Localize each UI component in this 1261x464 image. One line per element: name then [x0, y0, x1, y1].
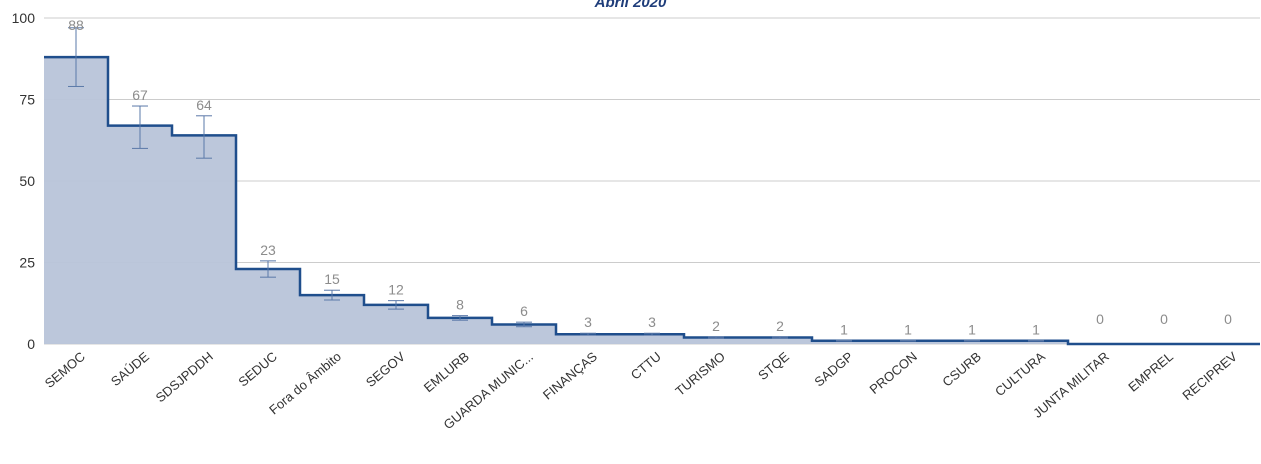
error-bar-8 — [580, 332, 596, 336]
x-tick-label-0: SEMOC — [42, 349, 88, 391]
x-tick-label-8: FINANÇAS — [540, 349, 600, 403]
x-tick-label-17: EMPREL — [1125, 349, 1176, 395]
data-label-17: 0 — [1160, 311, 1168, 327]
error-bar-10 — [708, 336, 724, 339]
data-label-12: 1 — [840, 321, 848, 337]
x-tick-label-11: STQE — [755, 349, 792, 383]
error-bar-7 — [516, 321, 532, 328]
data-label-9: 3 — [648, 314, 656, 330]
data-label-2: 64 — [196, 97, 212, 113]
error-bar-14 — [964, 339, 980, 342]
area-fill — [44, 57, 1260, 345]
data-label-10: 2 — [712, 318, 720, 334]
y-tick-label-50: 50 — [19, 173, 35, 189]
error-bar-15 — [1028, 339, 1044, 342]
y-tick-label-25: 25 — [19, 255, 35, 271]
x-tick-label-6: EMLURB — [421, 349, 472, 395]
x-tick-label-12: SADGP — [811, 349, 856, 390]
data-label-11: 2 — [776, 318, 784, 334]
error-bar-0 — [68, 27, 84, 87]
data-label-13: 1 — [904, 321, 912, 337]
data-label-14: 1 — [968, 321, 976, 337]
data-label-3: 23 — [260, 242, 276, 258]
error-bar-9 — [644, 332, 660, 336]
chart-title: Abril 2020 — [594, 0, 667, 11]
data-label-8: 3 — [584, 314, 592, 330]
error-bar-13 — [900, 339, 916, 342]
data-label-7: 6 — [520, 303, 528, 319]
data-label-6: 8 — [456, 297, 464, 313]
x-tick-label-18: RECIPREV — [1179, 349, 1240, 403]
error-bar-12 — [836, 339, 852, 342]
y-tick-label-0: 0 — [27, 336, 35, 352]
x-tick-label-2: SDSJPDDH — [153, 349, 216, 406]
x-tick-label-14: CSURB — [939, 349, 984, 390]
data-label-15: 1 — [1032, 321, 1040, 337]
data-label-5: 12 — [388, 282, 404, 298]
error-bar-3 — [260, 260, 276, 278]
x-tick-label-10: TURISMO — [672, 349, 728, 399]
x-tick-label-13: PROCON — [867, 349, 920, 397]
error-bar-11 — [772, 336, 788, 339]
x-tick-label-1: SAÚDE — [108, 349, 152, 389]
x-tick-label-3: SEDUC — [235, 349, 280, 390]
error-bar-6 — [452, 315, 468, 321]
data-label-18: 0 — [1224, 311, 1232, 327]
y-tick-label-75: 75 — [19, 92, 35, 108]
error-bar-1 — [132, 105, 148, 149]
data-label-16: 0 — [1096, 311, 1104, 327]
data-label-4: 15 — [324, 271, 340, 287]
series-line — [44, 55, 1260, 346]
x-tick-label-15: CULTURA — [992, 349, 1048, 400]
error-bar-4 — [324, 289, 340, 301]
x-tick-label-5: SEGOV — [363, 349, 408, 390]
error-bar-5 — [388, 300, 404, 310]
data-label-0: 88 — [68, 17, 84, 33]
data-label-1: 67 — [132, 87, 148, 103]
error-bar-2 — [196, 115, 212, 159]
x-tick-label-9: CTTU — [628, 349, 664, 383]
y-tick-label-100: 100 — [12, 10, 36, 26]
